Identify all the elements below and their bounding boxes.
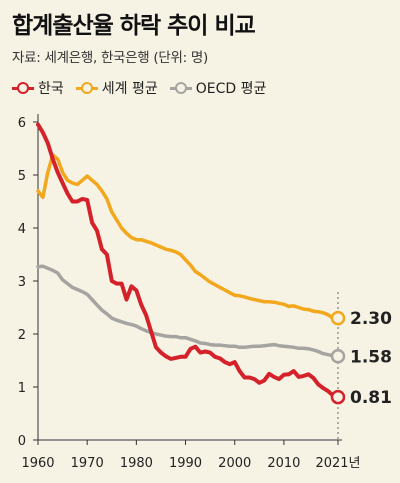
x-tick-label: 1980 bbox=[120, 456, 153, 471]
end-marker-korea bbox=[330, 389, 346, 405]
legend-item-world: 세계 평균 bbox=[75, 78, 158, 98]
y-tick-label: 6 bbox=[18, 116, 26, 131]
chart-legend: 한국 세계 평균 OECD 평균 bbox=[12, 78, 266, 98]
end-label-korea: 0.81 bbox=[350, 388, 392, 408]
legend-swatch-korea bbox=[12, 81, 34, 95]
x-tick-label: 2021년 bbox=[315, 456, 360, 471]
x-tick-label: 2010 bbox=[267, 456, 300, 471]
x-tick-label: 2000 bbox=[218, 456, 251, 471]
legend-label-korea: 한국 bbox=[38, 81, 64, 97]
y-tick-label: 5 bbox=[18, 169, 26, 184]
end-label-world: 2.30 bbox=[350, 309, 392, 329]
series-line-korea bbox=[36, 122, 340, 400]
series-line-world bbox=[36, 153, 340, 320]
y-tick-label: 2 bbox=[18, 328, 26, 343]
end-marker-world bbox=[330, 310, 346, 326]
legend-label-world: 세계 평균 bbox=[101, 81, 158, 97]
y-tick-label: 3 bbox=[18, 275, 26, 290]
chart-source: 자료: 세계은행, 한국은행 (단위: 명) bbox=[12, 50, 208, 66]
y-tick-label: 4 bbox=[18, 222, 26, 237]
series-line-oecd bbox=[36, 264, 340, 359]
end-marker-oecd bbox=[330, 349, 346, 364]
y-tick-label: 1 bbox=[18, 381, 26, 396]
x-tick-label: 1970 bbox=[71, 456, 104, 471]
chart-title: 합계출산율 하락 추이 비교 bbox=[12, 13, 256, 39]
legend-swatch-oecd bbox=[169, 81, 192, 95]
x-tick-label: 1990 bbox=[169, 456, 202, 471]
legend-item-oecd: OECD 평균 bbox=[169, 78, 267, 98]
legend-item-korea: 한국 bbox=[12, 78, 64, 98]
y-tick-label: 0 bbox=[18, 434, 26, 449]
legend-swatch-world bbox=[75, 81, 98, 95]
end-label-oecd: 1.58 bbox=[350, 347, 392, 367]
legend-label-oecd: OECD 평균 bbox=[195, 81, 267, 97]
x-tick-label: 1960 bbox=[21, 456, 54, 471]
